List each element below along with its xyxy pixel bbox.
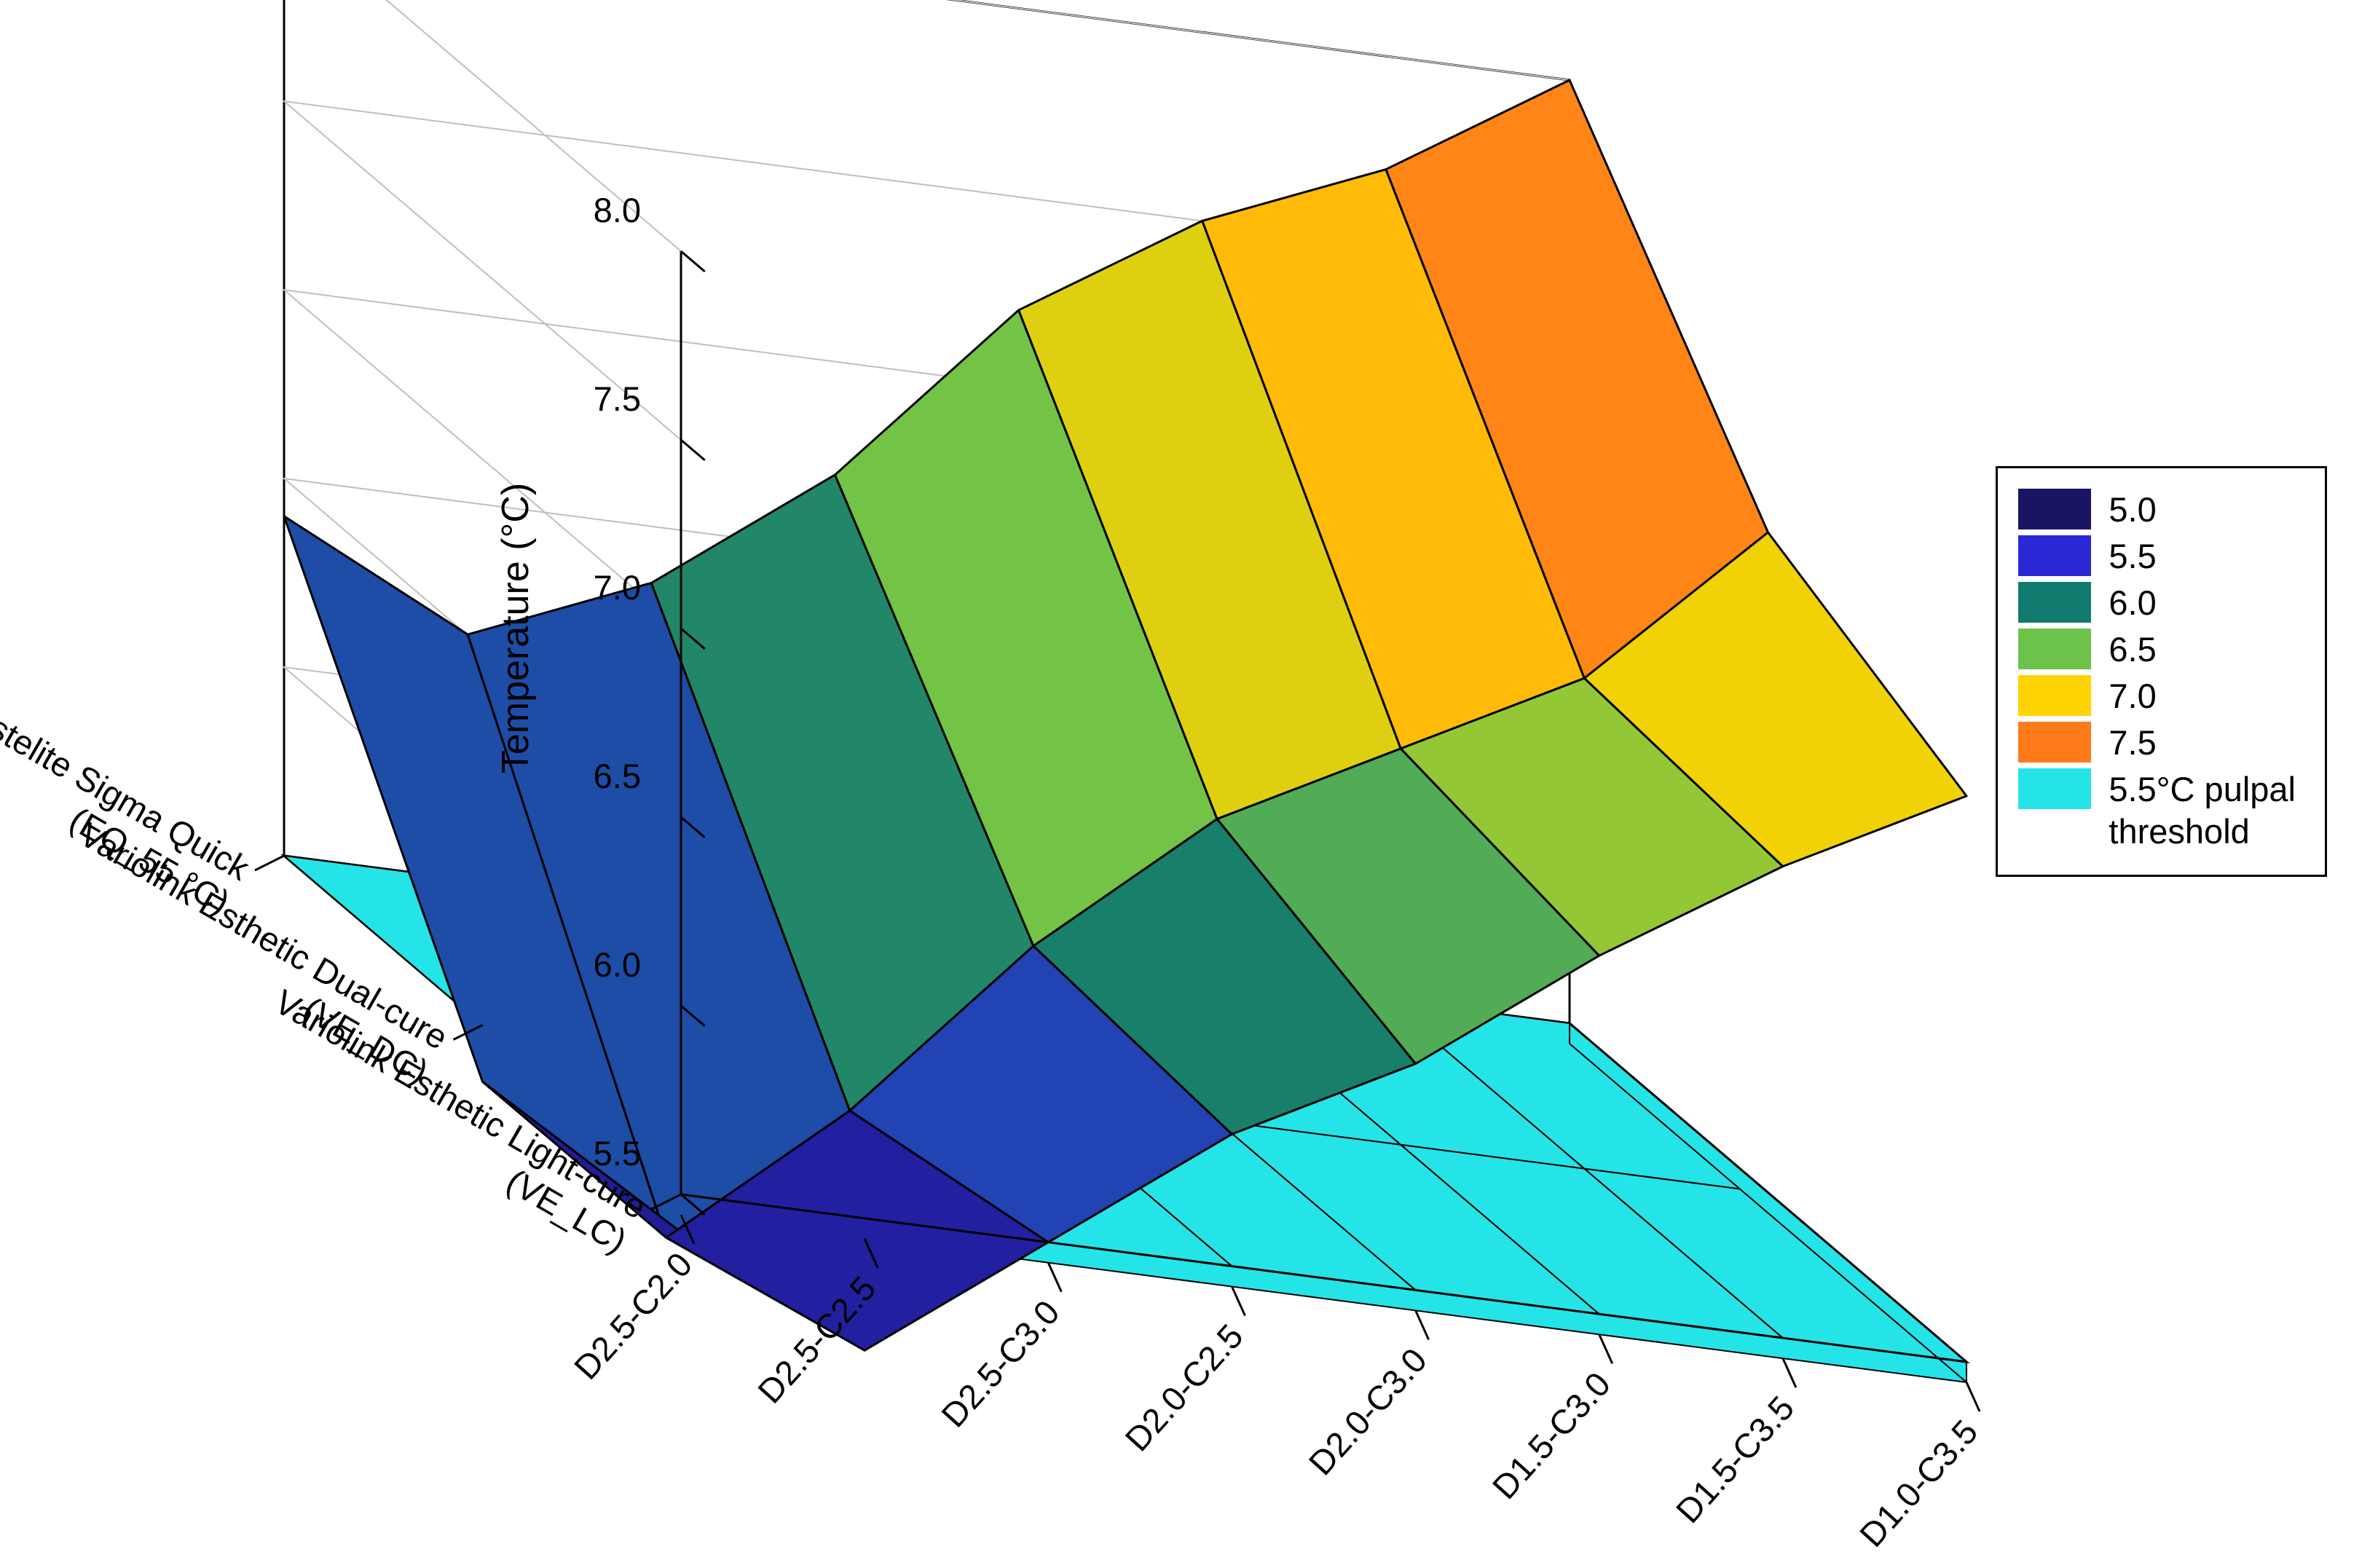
legend-item: 7.5 <box>2018 722 2296 764</box>
legend-item: 5.0 <box>2018 489 2296 531</box>
x-tick-label: D2.0-C3.0 <box>1301 1341 1434 1483</box>
legend: 5.05.56.0 6.57.0 7.55.5°C pulpal threshold <box>1996 466 2327 877</box>
legend-swatch <box>2018 489 2091 529</box>
x-tick-label: D2.0-C2.5 <box>1117 1317 1251 1459</box>
legend-swatch <box>2018 582 2091 623</box>
legend-label: 6.0 <box>2109 582 2156 624</box>
legend-label: 5.5°C pulpal threshold <box>2109 768 2296 853</box>
x-tick-label: D1.5-C3.5 <box>1669 1388 1802 1530</box>
legend-item: 6.5 <box>2018 629 2296 671</box>
chart-stage: 5.56.06.57.07.58.0Temperature (°C)D2.5-C… <box>0 0 2378 1568</box>
x-tick-label: D2.5-C2.0 <box>567 1245 700 1387</box>
legend-swatch <box>2018 675 2091 716</box>
z-tick-label: 6.0 <box>594 945 641 984</box>
z-tick-label: 7.5 <box>594 379 641 418</box>
legend-label: 7.5 <box>2109 722 2156 764</box>
x-tick-label: D1.5-C3.0 <box>1484 1365 1618 1507</box>
legend-label: 7.0 <box>2109 675 2156 717</box>
legend-swatch <box>2018 535 2091 576</box>
legend-label: 5.0 <box>2109 489 2156 531</box>
legend-item: 5.5°C pulpal threshold <box>2018 768 2296 853</box>
x-tick-label: D1.0-C3.5 <box>1852 1412 1985 1554</box>
legend-item: 7.0 <box>2018 675 2296 717</box>
legend-swatch <box>2018 722 2091 763</box>
legend-item: 6.0 <box>2018 582 2296 624</box>
legend-swatch <box>2018 629 2091 669</box>
z-tick-label: 8.0 <box>594 191 641 229</box>
legend-label: 5.5 <box>2109 535 2156 578</box>
z-tick-label: 7.0 <box>594 568 641 607</box>
legend-item: 5.5 <box>2018 535 2296 578</box>
x-tick-label: D2.5-C3.0 <box>934 1293 1067 1435</box>
z-axis-title: Temperature (°C) <box>495 483 537 773</box>
legend-swatch <box>2018 768 2091 809</box>
legend-label: 6.5 <box>2109 629 2156 671</box>
z-tick-label: 6.5 <box>594 757 641 795</box>
